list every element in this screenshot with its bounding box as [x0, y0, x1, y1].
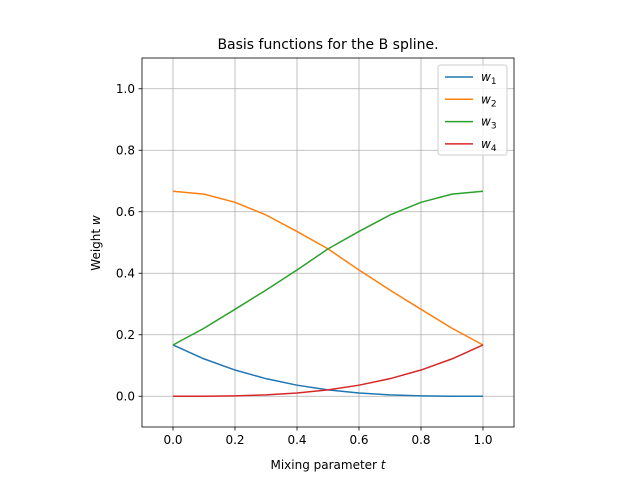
y-axis-label-variable: w	[89, 215, 103, 225]
legend-label-w2: w2	[481, 92, 497, 109]
x-tick-label: 0.8	[411, 433, 430, 447]
x-axis-label: Mixing parameter t	[270, 458, 386, 472]
x-axis-label-text: Mixing parameter	[270, 458, 380, 472]
x-tick-label: 0.0	[163, 433, 182, 447]
y-axis-label-text: Weight	[89, 225, 103, 271]
x-tick-label: 0.4	[287, 433, 306, 447]
axis-ticks: 0.0 0.2 0.4 0.6 0.8 1.0 0.0 0.2 0.4 0.6 0.8 1.0	[116, 82, 493, 447]
x-tick-label: 1.0	[473, 433, 492, 447]
y-axis-label: Weight w	[89, 215, 103, 271]
y-tick-label: 0.0	[116, 390, 135, 404]
x-axis-label-variable: t	[381, 458, 387, 472]
x-tick-label: 0.2	[225, 433, 244, 447]
y-tick-label: 1.0	[116, 82, 135, 96]
legend-label-w3: w3	[481, 115, 497, 132]
y-tick-label: 0.2	[116, 328, 135, 342]
y-tick-label: 0.4	[116, 267, 135, 281]
series-line-w4	[172, 344, 484, 397]
y-tick-label: 0.6	[116, 205, 135, 219]
legend: w1 w2 w3 w4	[437, 64, 508, 156]
y-tick-label: 0.8	[116, 144, 135, 158]
legend-label-w4: w4	[481, 137, 497, 154]
legend-box	[437, 64, 508, 156]
series-lines	[172, 190, 484, 397]
chart-title: Basis functions for the B spline.	[217, 37, 438, 53]
series-line-w3	[172, 190, 484, 346]
legend-label-w1: w1	[481, 70, 497, 87]
x-tick-label: 0.6	[349, 433, 368, 447]
plot-frame	[141, 57, 515, 428]
